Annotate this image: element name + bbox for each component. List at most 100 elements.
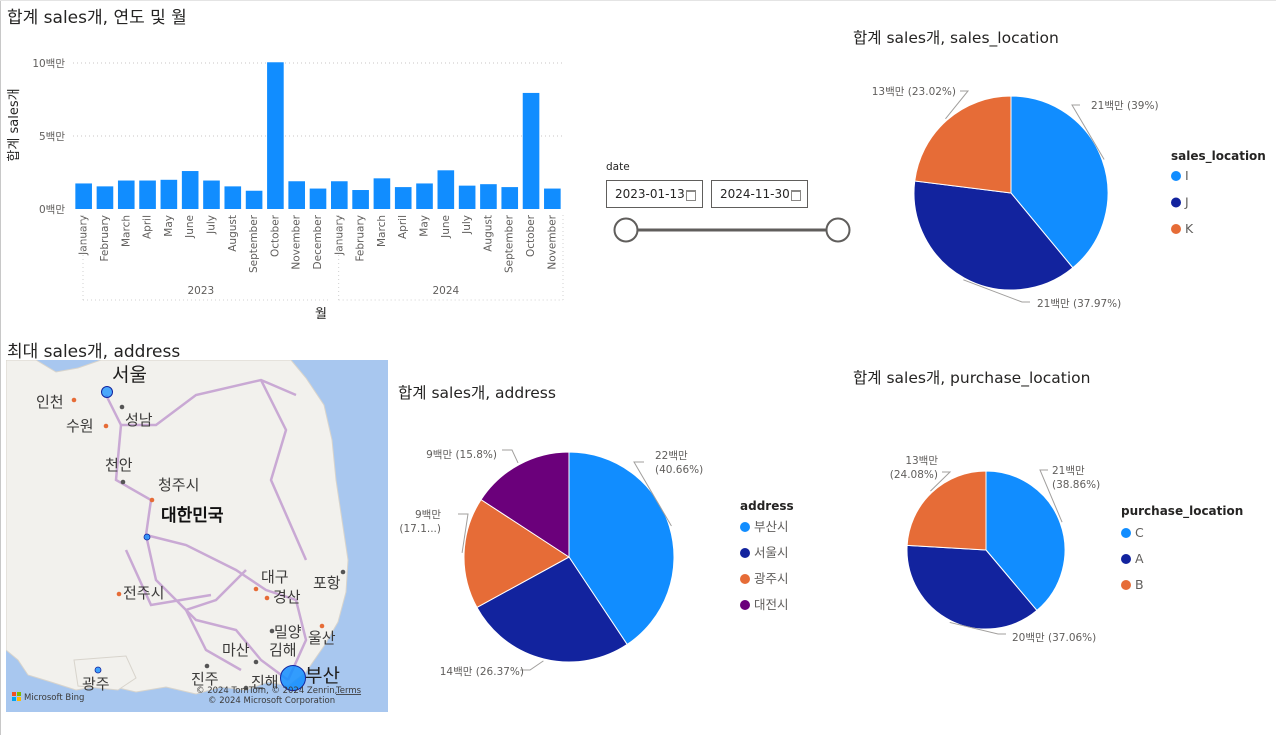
map-label-jinhae: 진해 (251, 673, 279, 691)
bar[interactable] (139, 180, 156, 209)
map-bubble-seoul[interactable] (101, 386, 113, 398)
pie-data-label: 14백만 (26.37%) (440, 666, 524, 678)
map-city-dot (204, 663, 210, 669)
legend-marker[interactable] (740, 522, 750, 532)
bar[interactable] (75, 183, 92, 209)
calendar-icon[interactable] (791, 190, 801, 201)
legend-marker[interactable] (740, 574, 750, 584)
pie-data-label: 9백만 (415, 509, 441, 521)
legend-item-label[interactable]: A (1135, 551, 1144, 566)
legend-marker[interactable] (1171, 224, 1181, 234)
bar-xtick-label: April (397, 215, 409, 239)
bar-xtick-label: August (227, 215, 239, 252)
legend-item-label[interactable]: J (1184, 195, 1189, 210)
legend-marker[interactable] (740, 600, 750, 610)
pie-leader-line (458, 513, 469, 553)
legend-item-label[interactable]: I (1185, 168, 1189, 183)
bar[interactable] (288, 181, 306, 209)
bar-y-axis-title: 합계 sales개 (7, 88, 22, 161)
map-city-dot (269, 628, 275, 634)
bar[interactable] (437, 170, 455, 209)
bar[interactable] (245, 190, 263, 209)
map-bubble-gwangju[interactable] (94, 666, 102, 674)
map-terms-link[interactable]: Terms (335, 686, 362, 696)
legend-marker[interactable] (1171, 197, 1181, 208)
map-city-dot (116, 591, 122, 597)
pie-data-label: 13백만 (905, 455, 938, 467)
legend-item-label[interactable]: B (1135, 577, 1144, 592)
pie-location-title: 합계 sales개, sales_location (853, 29, 1059, 47)
date-end-input[interactable]: 2024-11-30 (711, 180, 808, 208)
legend-marker[interactable] (1121, 580, 1131, 590)
date-range-slider[interactable] (606, 214, 856, 246)
bar[interactable] (352, 190, 369, 209)
pie-slice[interactable] (463, 498, 570, 609)
legend-marker[interactable] (1121, 528, 1131, 538)
bar-ytick-label: 5백만 (39, 131, 65, 143)
bar-xtick-label: October (269, 214, 281, 257)
bar[interactable] (394, 187, 412, 209)
pie-chart-sales-location[interactable]: 21백만 (39%) 21백만 (37.97%) 13백만 (23.02%) sale… (840, 60, 1276, 330)
legend-marker[interactable] (1121, 554, 1131, 564)
bar-x-axis-title: 월 (315, 307, 327, 322)
bar[interactable] (416, 183, 433, 209)
legend-item-label[interactable]: 서울시 (754, 545, 789, 560)
bar[interactable] (117, 180, 135, 209)
pie-slice[interactable] (985, 470, 1066, 612)
map-label-pohang: 포항 (313, 574, 341, 592)
legend-item-label[interactable]: K (1185, 221, 1194, 236)
pie-slice[interactable] (906, 470, 987, 551)
map-city-dot (243, 685, 249, 691)
bar[interactable] (309, 188, 327, 209)
map-city-dot (253, 659, 259, 665)
pie-leader-line (949, 621, 1006, 635)
slider-end-handle[interactable] (825, 217, 851, 243)
bar[interactable] (373, 178, 391, 209)
map-city-dot (119, 404, 125, 410)
map-city-dot (120, 479, 126, 485)
pie-data-label: 22백만 (655, 450, 688, 462)
pie-chart-address[interactable]: 22백만 (40.66%) 14백만 (26.37%) 9백만 (17.1...) 9백만… (390, 410, 850, 710)
legend-item-label[interactable]: 광주시 (754, 571, 789, 586)
date-start-input[interactable]: 2023-01-13 (606, 180, 703, 208)
legend-item-label[interactable]: 부산시 (754, 519, 789, 534)
legend-marker[interactable] (1171, 171, 1181, 181)
legend-item-label[interactable]: 대전시 (754, 597, 789, 612)
bar[interactable] (458, 185, 476, 209)
bar[interactable] (501, 187, 519, 209)
map-land (6, 360, 349, 695)
bar[interactable] (330, 181, 348, 209)
bar[interactable] (522, 92, 540, 209)
bar-year-label: 2024 (432, 285, 459, 297)
pie-purchase-title: 합계 sales개, purchase_location (853, 369, 1091, 387)
pie-slice[interactable] (913, 180, 1074, 291)
map-city-dot (264, 595, 270, 601)
bar[interactable] (544, 188, 561, 209)
pie-slice[interactable] (914, 95, 1012, 194)
pie-slice[interactable] (480, 451, 570, 558)
korea-bubble-map[interactable]: 서울 인천 성남 수원 천안 청주시 대한민국 대구 포항 경산 전주시 밀양 울산 마산 김해 광주 진주 진해… (6, 360, 388, 712)
calendar-icon[interactable] (686, 190, 696, 201)
bar[interactable] (480, 184, 497, 209)
bar[interactable] (224, 186, 242, 209)
bar[interactable] (160, 179, 178, 209)
pie-slice[interactable] (1010, 95, 1109, 269)
map-bubble-daejeon[interactable] (143, 533, 151, 541)
map-island (73, 655, 137, 691)
bar[interactable] (203, 180, 220, 209)
bar[interactable] (96, 186, 114, 209)
legend-marker[interactable] (740, 548, 750, 558)
bar-xtick-label: October (525, 214, 537, 257)
map-city-dot (149, 497, 155, 503)
bar-xtick-label: August (482, 215, 494, 252)
pie-chart-purchase-location[interactable]: 21백만 (38.86%) 20백만 (37.06%) 13백만 (24.08%) pur… (850, 440, 1276, 660)
bar[interactable] (267, 62, 284, 209)
bar[interactable] (181, 171, 199, 209)
report-frame-top (0, 0, 1276, 1)
pie-slice[interactable] (906, 544, 1038, 630)
legend-item-label[interactable]: C (1135, 525, 1144, 540)
slider-start-handle[interactable] (613, 217, 639, 243)
pie-slice[interactable] (476, 556, 628, 663)
map-bubble-busan[interactable] (280, 665, 306, 691)
